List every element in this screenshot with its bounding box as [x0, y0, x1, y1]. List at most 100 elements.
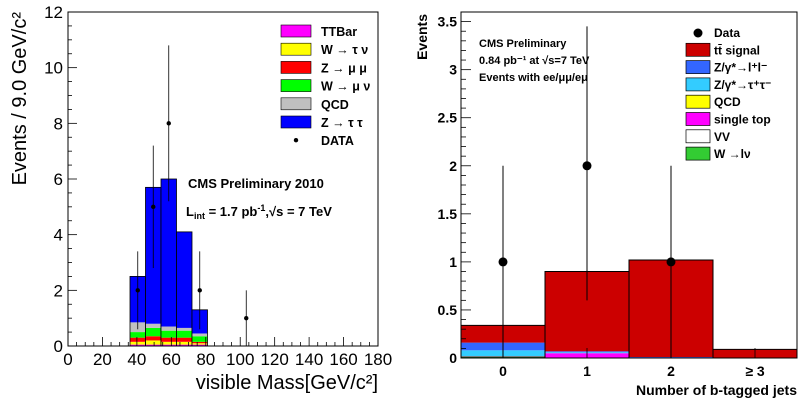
legend-label: Z/γ*→l⁺l⁻: [714, 61, 767, 75]
legend-label: VV: [714, 130, 730, 144]
bar-segment: [161, 341, 177, 345]
y-tick-label: 8: [54, 114, 63, 133]
legend-swatch: [685, 129, 711, 144]
x-axis-title: Number of b-tagged jets: [636, 382, 797, 398]
legend-swatch: [280, 97, 312, 111]
bar-segment: [145, 344, 161, 346]
bar-segment: [192, 344, 208, 346]
x-tick-label: 180: [364, 350, 392, 369]
bar-segment: [130, 332, 146, 338]
x-tick-label: 2: [667, 363, 675, 379]
legend-label: W → μ ν: [321, 80, 370, 94]
annotation-lumi: 0.84 pb⁻¹ at √s=7 TeV: [479, 55, 590, 67]
bar-segment: [176, 327, 192, 331]
legend-swatch: [685, 112, 711, 126]
bar-segment: [176, 337, 192, 342]
bar-segment: [145, 323, 161, 328]
legend-swatch: [280, 42, 312, 56]
y-tick-label: 6: [54, 170, 63, 189]
bar-segment: [145, 336, 161, 341]
bar-segment: [130, 341, 146, 345]
annotation-cms: CMS Preliminary 2010: [188, 176, 324, 191]
legend-label: single top: [714, 113, 771, 127]
legend-swatch: [685, 77, 711, 92]
x-tick-label: 140: [295, 350, 323, 369]
bar-segment: [176, 330, 192, 338]
y-tick-label: 2: [449, 158, 457, 174]
annotation-cms: CMS Preliminary: [479, 38, 567, 50]
x-tick-label: 120: [260, 350, 288, 369]
x-tick-label: 0: [499, 363, 507, 379]
y-tick-label: 2.5: [438, 110, 458, 126]
x-tick-label: 60: [162, 350, 181, 369]
data-point: [135, 288, 140, 293]
y-tick-label: 1.5: [438, 206, 458, 222]
legend-marker: [293, 138, 299, 143]
legend-label: Data: [714, 26, 740, 40]
bar-segment: [161, 179, 177, 327]
y-tick-label: 0.5: [438, 302, 458, 318]
y-axis-title: Events / 9.0 GeV/c²: [9, 12, 31, 186]
bar-segment: [192, 341, 208, 344]
legend-label: DATA: [321, 134, 354, 148]
legend-swatch: [685, 146, 711, 161]
bar-segment: [161, 337, 177, 342]
y-tick-label: 1: [449, 254, 457, 270]
legend-swatch: [685, 94, 711, 109]
bar-segment: [176, 231, 192, 328]
bar-segment: [192, 343, 208, 345]
bar-segment: [161, 326, 177, 331]
annotation-channel: Events with ee/μμ/eμ: [479, 72, 588, 84]
x-tick-label: 0: [63, 350, 72, 369]
legend-swatch: [280, 115, 312, 129]
bar-segment: [130, 344, 146, 346]
y-tick-label: 3: [449, 62, 457, 78]
data-point: [197, 288, 202, 293]
data-point: [151, 204, 156, 210]
legend-label: Z → μ μ: [321, 61, 367, 75]
bar-segment: [192, 333, 208, 337]
y-tick-label: 0: [449, 350, 457, 366]
bar-segment: [161, 330, 177, 338]
data-point: [244, 315, 249, 321]
y-tick-label: 12: [44, 3, 63, 22]
x-tick-label: 160: [329, 350, 357, 369]
legend-label: Z/γ*→τ⁺τ⁻: [714, 78, 771, 92]
x-tick-label: ≥ 3: [745, 363, 765, 379]
annotation-lumi: Lint = 1.7 pb-1,√s = 7 TeV: [186, 203, 332, 221]
legend-label: tt̄ signal: [714, 43, 760, 57]
data-point: [666, 257, 676, 267]
y-tick-label: 0: [54, 337, 63, 356]
y-tick-label: 4: [54, 226, 63, 245]
bar-segment: [130, 337, 146, 342]
y-tick-label: 10: [44, 59, 63, 78]
y-axis-title: Events: [414, 14, 430, 60]
legend-swatch: [685, 42, 711, 57]
bar-segment: [145, 340, 161, 345]
legend-swatch: [280, 61, 312, 74]
right-chart: 0 0.5 1 1.5 2 2.5 3 3.5 0 1 2 ≥ 3 Number of b-tagged…: [414, 11, 798, 398]
legend-label: QCD: [321, 98, 349, 112]
legend-label: Z → τ τ: [321, 116, 363, 130]
y-tick-label: 3.5: [438, 14, 458, 30]
legend-marker: [693, 28, 703, 38]
x-tick-label: 20: [93, 350, 112, 369]
legend-label: QCD: [714, 95, 741, 109]
data-point: [582, 161, 592, 171]
data-point: [498, 257, 508, 267]
x-axis-title: visible Mass[GeV/c²]: [196, 372, 378, 394]
y-tick-label: 2: [54, 281, 63, 300]
x-tick-label: 1: [583, 363, 591, 379]
x-tick-label: 40: [127, 350, 146, 369]
x-tick-label: 80: [196, 350, 215, 369]
legend-swatch: [280, 24, 312, 38]
bar-segment: [145, 327, 161, 337]
legend-swatch: [280, 79, 312, 92]
bar-segment: [161, 344, 177, 346]
bar-segment: [176, 344, 192, 346]
legend-label: W →lν: [714, 147, 751, 161]
data-point: [166, 121, 171, 126]
